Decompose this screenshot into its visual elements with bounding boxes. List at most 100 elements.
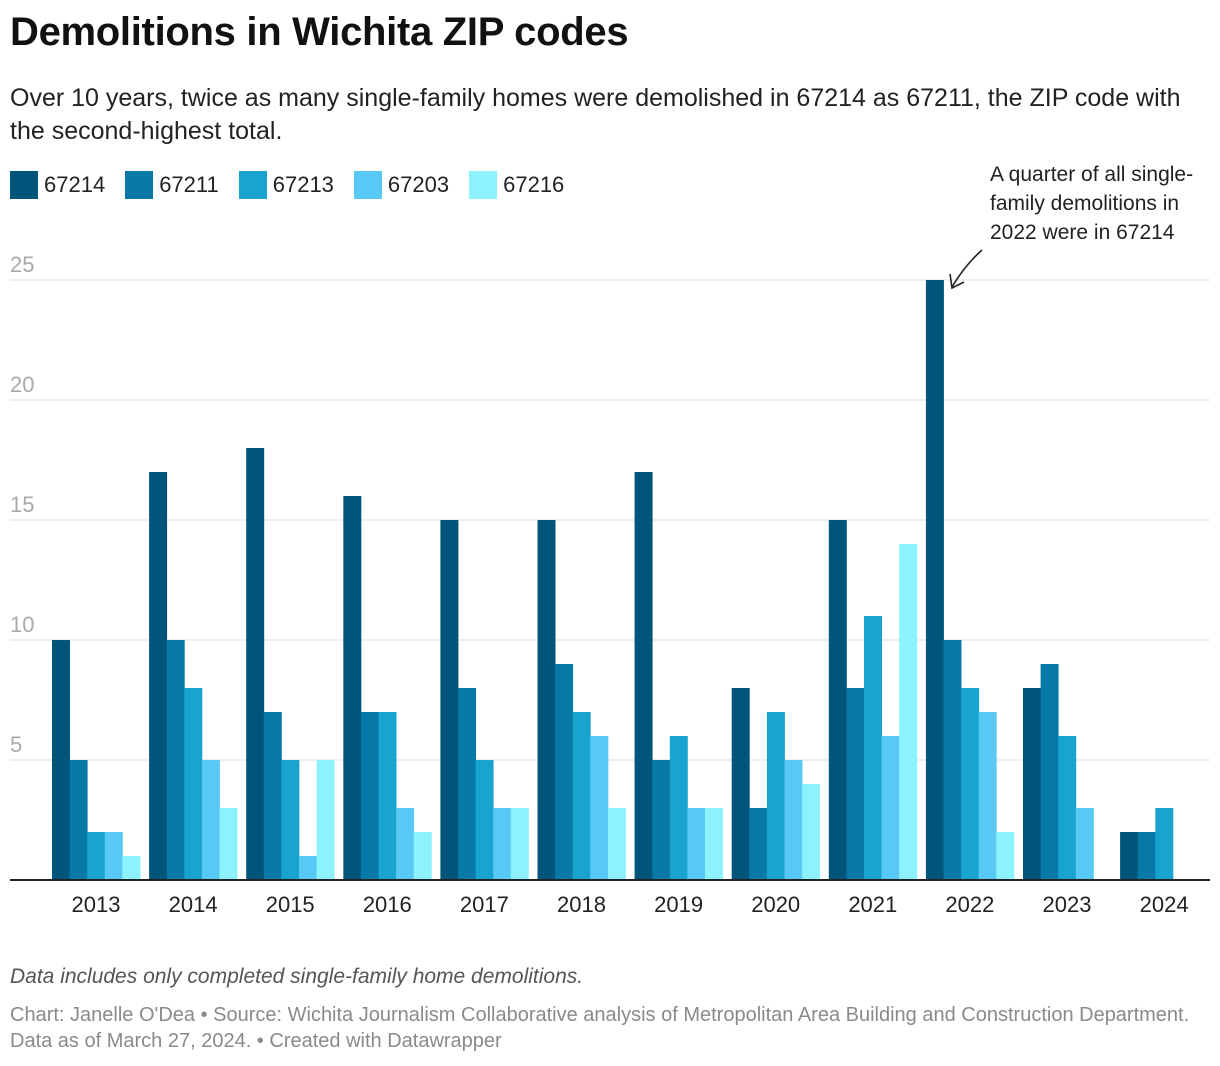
bar-67216-2022 (996, 832, 1015, 880)
bar-67203-2017 (493, 808, 512, 880)
bar-67211-2021 (846, 688, 865, 880)
bar-67213-2015 (281, 760, 300, 880)
bar-67211-2013 (69, 760, 88, 880)
bar-67214-2018 (537, 520, 556, 880)
x-tick-label: 2024 (1140, 892, 1189, 917)
bar-67211-2022 (943, 640, 962, 880)
bar-67214-2015 (246, 448, 265, 880)
x-tick-label: 2014 (169, 892, 218, 917)
bar-67203-2022 (978, 712, 997, 880)
annotation-line: A quarter of all single- (990, 163, 1194, 186)
legend-item-67203: 67203 (353, 170, 450, 200)
bar-67214-2013 (52, 640, 70, 880)
bar-67213-2013 (87, 832, 106, 880)
bar-67213-2014 (184, 688, 203, 880)
bar-67211-2018 (555, 664, 574, 880)
bar-67203-2015 (299, 856, 317, 880)
y-tick-label: 10 (10, 612, 34, 637)
bar-67213-2016 (378, 712, 397, 880)
bar-67213-2022 (961, 688, 980, 880)
bar-67211-2015 (263, 712, 282, 880)
bar-67216-2019 (705, 808, 723, 880)
bar-67214-2021 (828, 520, 847, 880)
bar-67211-2016 (360, 712, 379, 880)
bar-67211-2024 (1137, 832, 1156, 880)
x-tick-label: 2021 (848, 892, 897, 917)
bar-67213-2017 (475, 760, 494, 880)
bar-67214-2017 (440, 520, 459, 880)
bar-67203-2021 (881, 736, 900, 880)
y-tick-label: 20 (10, 372, 34, 397)
bar-67203-2020 (784, 760, 803, 880)
legend-swatch (353, 171, 382, 199)
legend-item-67214: 67214 (10, 170, 105, 200)
x-tick-label: 2017 (460, 892, 509, 917)
bar-67211-2014 (166, 640, 185, 880)
chart-title: Demolitions in Wichita ZIP codes (10, 10, 629, 54)
bar-67214-2023 (1023, 688, 1041, 880)
bar-67214-2014 (149, 472, 168, 880)
y-tick-label: 5 (10, 732, 22, 757)
legend-swatch (125, 171, 154, 199)
bar-67214-2016 (343, 496, 362, 880)
bar-67216-2015 (316, 760, 335, 880)
bar-67216-2016 (413, 832, 432, 880)
bar-67203-2014 (201, 760, 220, 880)
annotation-arrowhead (949, 273, 965, 290)
bar-67216-2020 (802, 784, 821, 880)
legend-item-67211: 67211 (125, 170, 219, 200)
annotation-line: 2022 were in 67214 (990, 221, 1175, 244)
bar-67216-2013 (122, 856, 141, 880)
x-tick-label: 2019 (654, 892, 703, 917)
legend-label: 67211 (159, 172, 219, 197)
bar-67214-2019 (634, 472, 653, 880)
legend-item-67213: 67213 (238, 170, 334, 200)
bar-67214-2020 (731, 688, 750, 880)
legend-label: 67216 (503, 172, 565, 197)
bar-67216-2021 (899, 544, 918, 880)
x-tick-label: 2022 (945, 892, 994, 917)
bar-67203-2018 (590, 736, 609, 880)
bar-67213-2020 (766, 712, 785, 880)
bar-67203-2023 (1075, 808, 1094, 880)
legend-item-67216: 67216 (469, 170, 564, 200)
bar-67211-2017 (458, 688, 476, 880)
legend-swatch (10, 171, 38, 199)
legend: 67214 67211 67213 67203 67216 (10, 170, 584, 200)
bar-67214-2022 (925, 280, 944, 880)
chart-credits: Chart: Janelle O'Dea • Source: Wichita J… (10, 1004, 1190, 1052)
annotation-arrow (951, 249, 983, 288)
chart-subtitle: Over 10 years, twice as many single-fami… (10, 84, 1181, 145)
bar-67213-2021 (864, 616, 882, 880)
chart-notes: Data includes only completed single-fami… (10, 965, 584, 988)
bar-67216-2017 (510, 808, 529, 880)
annotation-2022: A quarter of all single-family demolitio… (990, 160, 1210, 247)
legend-label: 67203 (387, 172, 450, 197)
x-tick-label: 2018 (557, 892, 606, 917)
bar-67203-2019 (687, 808, 706, 880)
bar-67213-2024 (1155, 808, 1174, 880)
bar-67211-2019 (652, 760, 671, 880)
x-tick-label: 2016 (363, 892, 412, 917)
y-tick-label: 25 (10, 252, 34, 277)
bar-67213-2023 (1058, 736, 1077, 880)
x-tick-label: 2020 (751, 892, 800, 917)
bar-67213-2019 (669, 736, 688, 880)
bar-67203-2013 (104, 832, 123, 880)
bar-67211-2023 (1040, 664, 1059, 880)
legend-swatch (469, 171, 498, 199)
x-tick-label: 2023 (1043, 892, 1092, 917)
legend-swatch (238, 171, 267, 199)
annotation-line: family demolitions in (990, 192, 1180, 215)
bar-67216-2018 (607, 808, 626, 880)
x-tick-label: 2015 (266, 892, 315, 917)
bar-67216-2014 (219, 808, 238, 880)
bar-67213-2018 (572, 712, 591, 880)
bar-67203-2016 (396, 808, 415, 880)
bar-67214-2024 (1120, 832, 1139, 880)
bar-chart: 5 10 15 20 25 2013 2014 2015 2016 2017 2018 2019 202… (10, 249, 1210, 917)
bar-67211-2020 (749, 808, 768, 880)
y-tick-label: 15 (10, 492, 34, 517)
x-tick-label: 2013 (72, 892, 121, 917)
legend-label: 67213 (272, 172, 334, 197)
